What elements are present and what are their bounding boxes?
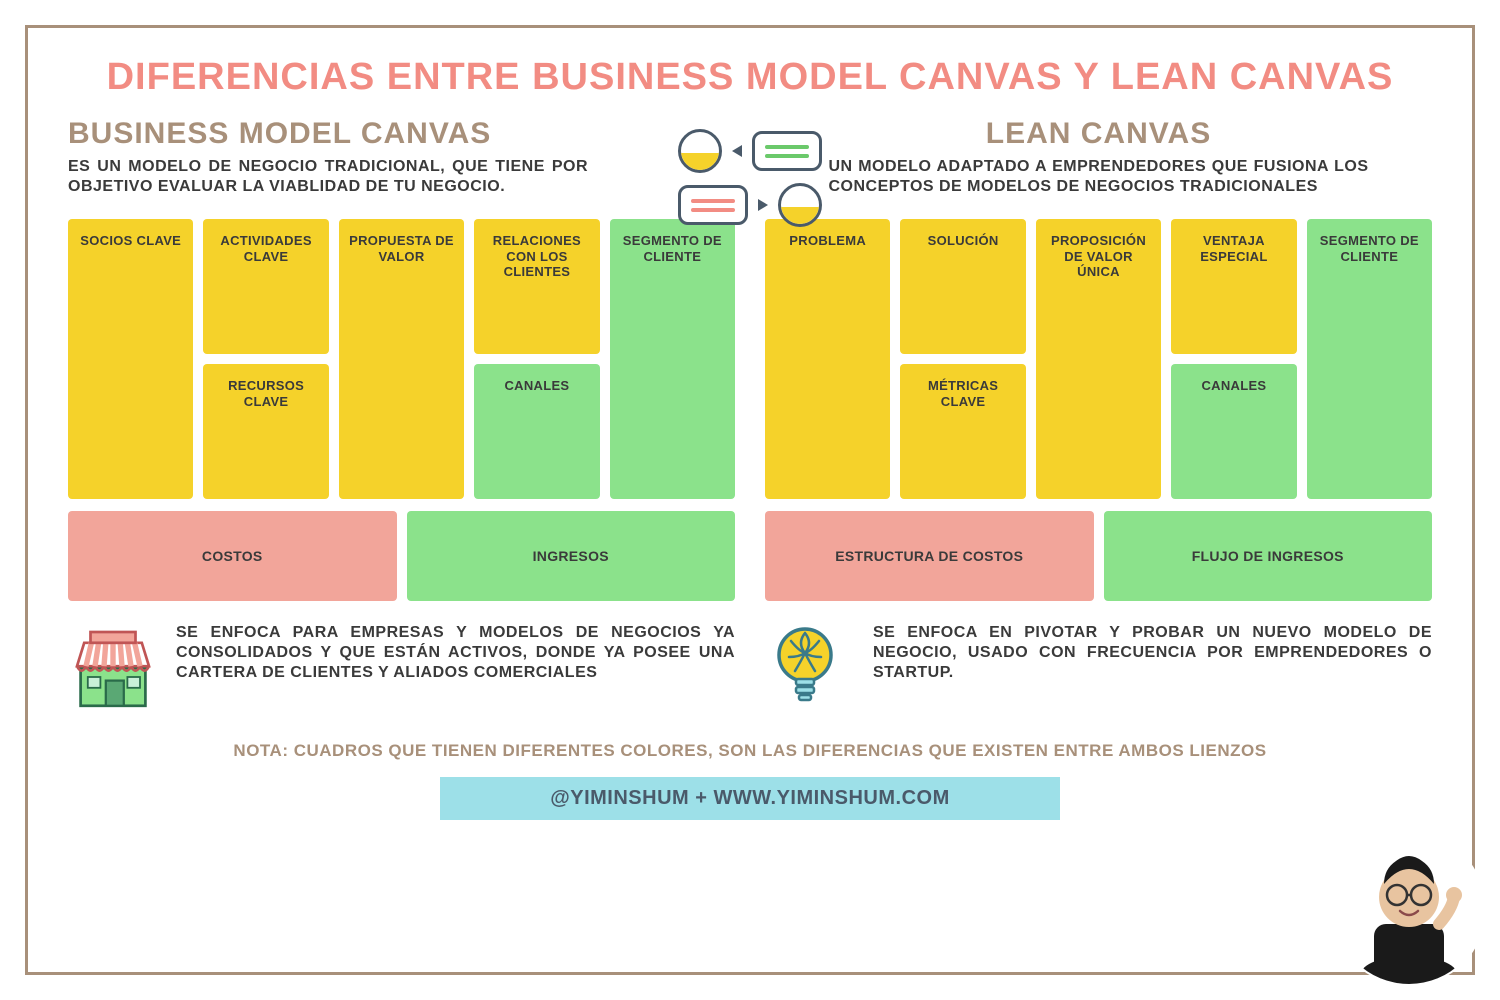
- shop-icon: [68, 623, 158, 713]
- note-text: NOTA: CUADROS QUE TIENEN DIFERENTES COLO…: [68, 741, 1432, 761]
- bubble-tail-icon: [758, 199, 768, 211]
- chat-icons: [670, 129, 830, 227]
- bmc-box-segmento: SEGMENTO DE CLIENTE: [610, 219, 735, 499]
- infographic-frame: DIFERENCIAS ENTRE BUSINESS MODEL CANVAS …: [25, 25, 1475, 975]
- bmc-desc: ES UN MODELO DE NEGOCIO TRADICIONAL, QUE…: [68, 157, 588, 197]
- bmc-box-relaciones: RELACIONES CON LOS CLIENTES: [474, 219, 599, 354]
- bubble-tail-icon: [732, 145, 742, 157]
- lean-box-canales: CANALES: [1171, 364, 1296, 499]
- bubble-circle-icon: [678, 129, 722, 173]
- left-column: BUSINESS MODEL CANVAS ES UN MODELO DE NE…: [68, 117, 735, 713]
- bmc-canvas-bottom: COSTOS INGRESOS: [68, 511, 735, 601]
- bmc-box-recursos: RECURSOS CLAVE: [203, 364, 328, 499]
- lean-box-problema: PROBLEMA: [765, 219, 890, 499]
- bmc-focus-text: SE ENFOCA PARA EMPRESAS Y MODELOS DE NEG…: [176, 623, 735, 683]
- lean-focus-text: SE ENFOCA EN PIVOTAR Y PROBAR UN NUEVO M…: [873, 623, 1432, 683]
- lean-canvas-bottom: ESTRUCTURA DE COSTOS FLUJO DE INGRESOS: [765, 511, 1432, 601]
- lean-box-costos: ESTRUCTURA DE COSTOS: [765, 511, 1094, 601]
- bmc-box-costos: COSTOS: [68, 511, 397, 601]
- bubble-circle-icon: [778, 183, 822, 227]
- bmc-canvas: SOCIOS CLAVE ACTIVIDADES CLAVE RECURSOS …: [68, 219, 735, 601]
- main-title: DIFERENCIAS ENTRE BUSINESS MODEL CANVAS …: [68, 56, 1432, 99]
- bmc-box-ingresos: INGRESOS: [407, 511, 736, 601]
- lean-canvas-top: PROBLEMA SOLUCIÓN MÉTRICAS CLAVE PROPOSI…: [765, 219, 1432, 499]
- chat-row-bottom: [678, 183, 822, 227]
- avatar-photo: [1334, 834, 1484, 984]
- lean-desc: UN MODELO ADAPTADO A EMPRENDEDORES QUE F…: [829, 157, 1369, 197]
- lean-box-metricas: MÉTRICAS CLAVE: [900, 364, 1025, 499]
- lean-heading: LEAN CANVAS: [765, 117, 1432, 151]
- bubble-rect-icon: [752, 131, 822, 171]
- lightbulb-icon: [765, 623, 855, 713]
- bmc-box-actividades: ACTIVIDADES CLAVE: [203, 219, 328, 354]
- bmc-box-canales: CANALES: [474, 364, 599, 499]
- bmc-focus: SE ENFOCA PARA EMPRESAS Y MODELOS DE NEG…: [68, 623, 735, 713]
- bubble-rect-icon: [678, 185, 748, 225]
- footer-credit: @YIMINSHUM + WWW.YIMINSHUM.COM: [440, 777, 1060, 820]
- lean-box-solucion: SOLUCIÓN: [900, 219, 1025, 354]
- bmc-heading: BUSINESS MODEL CANVAS: [68, 117, 735, 151]
- lean-box-ingresos: FLUJO DE INGRESOS: [1104, 511, 1433, 601]
- lean-canvas: PROBLEMA SOLUCIÓN MÉTRICAS CLAVE PROPOSI…: [765, 219, 1432, 601]
- bmc-canvas-top: SOCIOS CLAVE ACTIVIDADES CLAVE RECURSOS …: [68, 219, 735, 499]
- columns: BUSINESS MODEL CANVAS ES UN MODELO DE NE…: [68, 117, 1432, 713]
- bmc-box-propuesta: PROPUESTA DE VALOR: [339, 219, 464, 499]
- bmc-box-socios: SOCIOS CLAVE: [68, 219, 193, 499]
- chat-row-top: [678, 129, 822, 173]
- lean-box-proposicion: PROPOSICIÓN DE VALOR ÚNICA: [1036, 219, 1161, 499]
- lean-box-ventaja: VENTAJA ESPECIAL: [1171, 219, 1296, 354]
- right-column: LEAN CANVAS UN MODELO ADAPTADO A EMPREND…: [765, 117, 1432, 713]
- lean-box-segmento: SEGMENTO DE CLIENTE: [1307, 219, 1432, 499]
- lean-focus: SE ENFOCA EN PIVOTAR Y PROBAR UN NUEVO M…: [765, 623, 1432, 713]
